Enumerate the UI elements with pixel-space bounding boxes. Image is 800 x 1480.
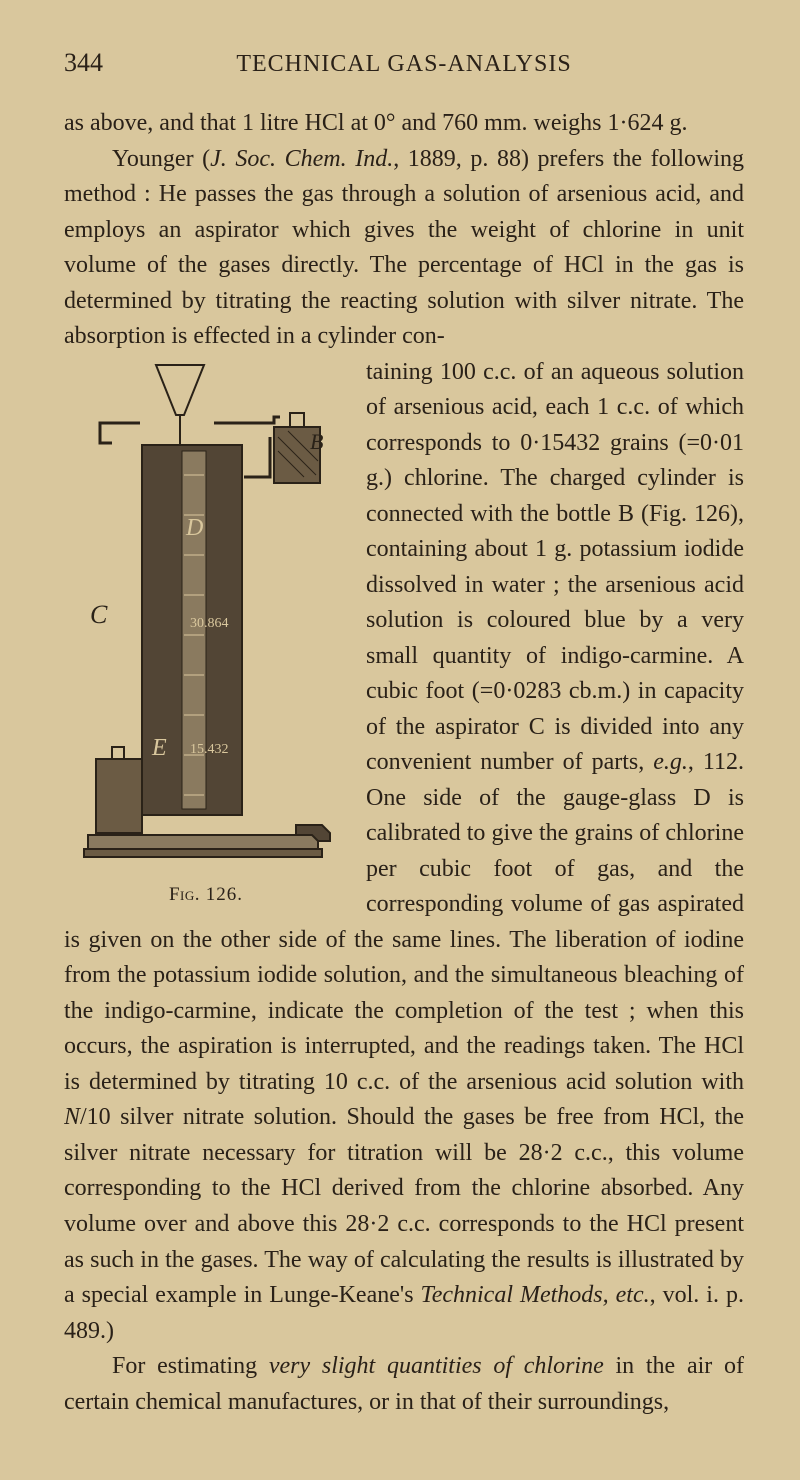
label-b: B xyxy=(310,429,323,454)
paragraph-3: For estimating very slight quantities of… xyxy=(64,1349,744,1420)
p2c: taining 100 c.c. of an aqueous solution … xyxy=(366,359,744,776)
page: 344 TECHNICAL GAS-ANALYSIS as above, and… xyxy=(0,0,800,1480)
p3-emph: very slight quantities of chlorine xyxy=(269,1353,604,1379)
label-d: D xyxy=(185,515,203,541)
p2-citation: J. Soc. Chem. Ind. xyxy=(210,146,393,172)
figure-caption: Fig. 126. xyxy=(64,881,348,909)
page-header: 344 TECHNICAL GAS-ANALYSIS xyxy=(64,48,744,78)
receiver-vessel xyxy=(96,747,142,833)
fig-caption-number: 126. xyxy=(206,884,243,905)
page-number: 344 xyxy=(64,48,134,78)
paragraph-2-lead: Younger (J. Soc. Chem. Ind., 1889, p. 88… xyxy=(64,142,744,355)
p2-book: Technical Methods, etc. xyxy=(421,1282,650,1308)
figure-column: B xyxy=(64,355,348,909)
scale-top: 30.864 xyxy=(190,616,229,631)
funnel-icon xyxy=(156,365,204,445)
p2-nvar: N xyxy=(64,1104,80,1130)
label-e: E xyxy=(151,735,167,761)
p2e: /10 silver nitrate solution. Should the … xyxy=(64,1104,744,1308)
paragraph-1: as above, and that 1 litre HCl at 0° and… xyxy=(64,106,744,142)
figure-text-wrap: B xyxy=(64,355,744,1349)
p2-eg: e.g. xyxy=(653,749,688,775)
p3a: For estimating xyxy=(112,1353,269,1379)
figure-126-diagram: B xyxy=(64,355,348,875)
aspirator-cylinder: D E 30.864 15.432 xyxy=(142,445,242,815)
running-title: TECHNICAL GAS-ANALYSIS xyxy=(134,51,744,78)
p2b: , 1889, p. 88) prefers the following met… xyxy=(64,146,744,350)
body-text: as above, and that 1 litre HCl at 0° and… xyxy=(64,106,744,1420)
base-plate xyxy=(84,835,322,857)
label-c: C xyxy=(90,600,108,629)
p1-text: as above, and that 1 litre HCl at 0° and… xyxy=(64,110,687,136)
fig-caption-prefix: Fig. xyxy=(169,884,200,905)
p2a: Younger ( xyxy=(112,146,210,172)
